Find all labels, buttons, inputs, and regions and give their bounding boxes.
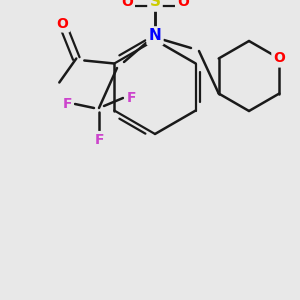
Text: O: O [56,16,68,31]
Text: F: F [126,91,136,105]
Text: O: O [121,0,133,9]
Text: N: N [148,28,161,44]
Text: O: O [273,52,285,65]
Text: F: F [62,97,72,111]
Text: S: S [149,0,161,10]
Text: F: F [94,133,104,147]
Text: O: O [177,0,189,9]
